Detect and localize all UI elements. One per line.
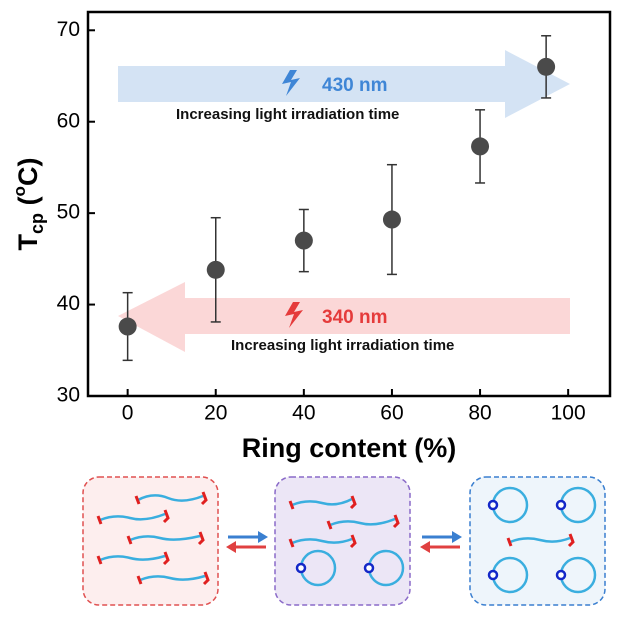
bolt-blue [282, 70, 300, 96]
point [471, 137, 490, 156]
blue-arrow [118, 50, 570, 118]
x-tick-label: 40 [292, 402, 315, 425]
point [294, 231, 313, 250]
x-tick-label: 0 [122, 402, 134, 425]
y-title-text: ( [13, 196, 43, 213]
y-tick-label: 30 [57, 384, 80, 407]
point [206, 260, 225, 279]
point [537, 57, 556, 76]
annotation: Increasing light irradiation time [176, 106, 399, 123]
plot-frame [86, 10, 612, 398]
annotation: 340 nm [322, 307, 387, 328]
x-tick-label: 60 [380, 402, 403, 425]
y-tick-label: 40 [57, 292, 80, 315]
y-tick-label: 60 [57, 109, 80, 132]
red-arrow [118, 282, 570, 352]
y-tick-label: 50 [57, 201, 80, 224]
x-tick-label: 100 [551, 402, 586, 425]
y-title-main: T [13, 233, 43, 250]
y-title-sub: cp [27, 213, 47, 234]
annotation: Increasing light irradiation time [231, 337, 454, 354]
plot: 30 40 50 60 70 0 20 40 60 80 100 [57, 18, 586, 425]
x-tick-label: 20 [204, 402, 227, 425]
bolt-red [285, 302, 303, 328]
schematic [82, 476, 606, 606]
y-tick-label: 70 [57, 18, 80, 41]
annotation: 430 nm [322, 75, 387, 96]
point [382, 210, 401, 229]
x-axis-title: Ring content (%) [242, 433, 456, 463]
y-title-text: C) [13, 158, 43, 187]
y-axis-title: Tcp (oC) [10, 158, 46, 251]
x-tick-label: 80 [468, 402, 491, 425]
point [118, 317, 137, 336]
y-title-sup: o [10, 186, 29, 196]
